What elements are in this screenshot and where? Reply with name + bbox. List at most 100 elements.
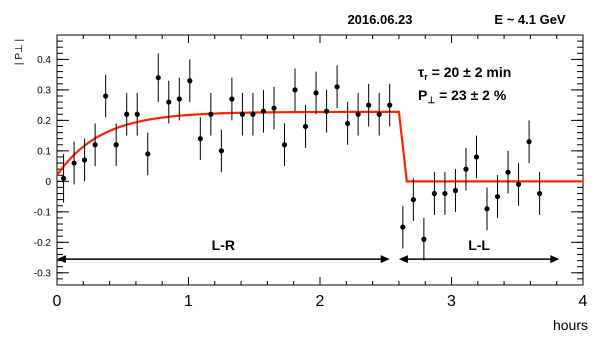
y-tick-label: 0 bbox=[45, 177, 51, 188]
point-marker bbox=[505, 169, 511, 175]
title-left: 2016.06.23 bbox=[347, 12, 412, 27]
point-marker bbox=[271, 105, 277, 111]
data-point bbox=[292, 68, 298, 112]
point-marker bbox=[92, 142, 98, 148]
annotation-tau: τr = 20 ± 2 min bbox=[418, 64, 511, 82]
data-point bbox=[366, 83, 372, 127]
data-point bbox=[176, 77, 182, 121]
data-point bbox=[166, 80, 172, 124]
point-marker bbox=[124, 111, 130, 117]
point-marker bbox=[239, 111, 246, 117]
data-point bbox=[400, 205, 406, 249]
x-axis-label: hours bbox=[553, 317, 588, 333]
data-point bbox=[208, 92, 214, 136]
y-tick-label: 0.4 bbox=[37, 55, 51, 66]
point-marker bbox=[187, 78, 193, 84]
data-point bbox=[387, 83, 393, 127]
point-marker bbox=[387, 102, 393, 108]
region-label: L-L bbox=[468, 237, 490, 253]
data-point bbox=[410, 178, 416, 221]
region-arrow-head-right bbox=[380, 255, 390, 264]
point-marker bbox=[176, 96, 182, 102]
annotation-p: P⊥ = 23 ± 2 % bbox=[418, 87, 507, 105]
point-marker bbox=[366, 102, 372, 108]
point-marker bbox=[71, 160, 77, 166]
point-marker bbox=[463, 166, 469, 172]
point-marker bbox=[334, 84, 340, 90]
data-point bbox=[313, 71, 319, 115]
point-marker bbox=[113, 142, 119, 148]
point-marker bbox=[60, 175, 67, 181]
region-arrow-head-left bbox=[57, 255, 66, 264]
data-point bbox=[505, 150, 511, 194]
region-label: L-R bbox=[212, 237, 235, 253]
point-marker bbox=[515, 181, 522, 187]
data-points bbox=[60, 53, 543, 261]
data-point bbox=[124, 92, 130, 136]
point-marker bbox=[526, 139, 532, 145]
data-point bbox=[71, 141, 77, 185]
data-point bbox=[229, 77, 235, 121]
point-marker bbox=[302, 123, 309, 130]
tau-value: = 20 ± 2 min bbox=[428, 64, 512, 80]
data-point bbox=[155, 53, 161, 103]
data-point bbox=[260, 89, 267, 133]
point-marker bbox=[313, 90, 319, 96]
data-point bbox=[239, 92, 246, 136]
region-arrow-head-right bbox=[550, 255, 560, 264]
data-point bbox=[197, 117, 203, 160]
fit-line bbox=[56, 110, 583, 183]
data-point bbox=[526, 120, 532, 164]
axes: 0 1 2 3 4 -0.3 -0.2 -0.1 0 0.1 0.2 0.3 0.4 bbox=[34, 34, 588, 310]
data-point bbox=[355, 92, 361, 136]
point-marker bbox=[103, 93, 109, 99]
tau-subscript: r bbox=[424, 72, 428, 82]
data-point bbox=[281, 123, 288, 167]
point-marker bbox=[484, 206, 490, 212]
data-point bbox=[334, 65, 340, 109]
data-point bbox=[345, 102, 351, 145]
tau-symbol: τ bbox=[418, 64, 425, 80]
point-marker bbox=[452, 187, 459, 194]
point-marker bbox=[166, 99, 172, 105]
x-tick-label: 1 bbox=[184, 293, 193, 310]
data-point bbox=[187, 59, 193, 103]
point-marker bbox=[281, 142, 288, 148]
data-point bbox=[145, 132, 151, 176]
point-marker bbox=[134, 111, 140, 117]
y-tick-label: -0.1 bbox=[34, 207, 52, 218]
data-point bbox=[442, 172, 448, 215]
point-marker bbox=[82, 157, 88, 163]
x-tick-label: 4 bbox=[579, 293, 588, 310]
data-point bbox=[376, 92, 382, 136]
data-point bbox=[494, 175, 501, 218]
data-point bbox=[60, 153, 67, 203]
point-marker bbox=[355, 111, 361, 117]
data-point bbox=[218, 129, 224, 173]
fit-curve bbox=[56, 110, 583, 183]
y-tick-label: 0.2 bbox=[37, 116, 51, 127]
data-point bbox=[250, 92, 256, 136]
y-tick-label: 0.1 bbox=[37, 146, 51, 157]
data-point bbox=[515, 163, 522, 206]
y-tick-label: 0.3 bbox=[37, 85, 51, 96]
region-arrow-head-left bbox=[398, 255, 408, 264]
y-tick-label: -0.2 bbox=[34, 238, 52, 249]
p-value: = 23 ± 2 % bbox=[435, 87, 507, 103]
data-point bbox=[473, 135, 480, 179]
data-point bbox=[463, 147, 469, 191]
data-point bbox=[484, 187, 490, 231]
p-symbol: P bbox=[418, 87, 427, 103]
data-point bbox=[452, 169, 459, 212]
point-marker bbox=[260, 108, 267, 114]
p-subscript: ⊥ bbox=[427, 95, 435, 105]
point-marker bbox=[431, 190, 438, 197]
data-point bbox=[103, 74, 109, 118]
point-marker bbox=[229, 96, 235, 102]
data-point bbox=[421, 217, 427, 261]
point-marker bbox=[345, 120, 351, 127]
point-marker bbox=[208, 111, 214, 117]
point-marker bbox=[473, 154, 480, 160]
